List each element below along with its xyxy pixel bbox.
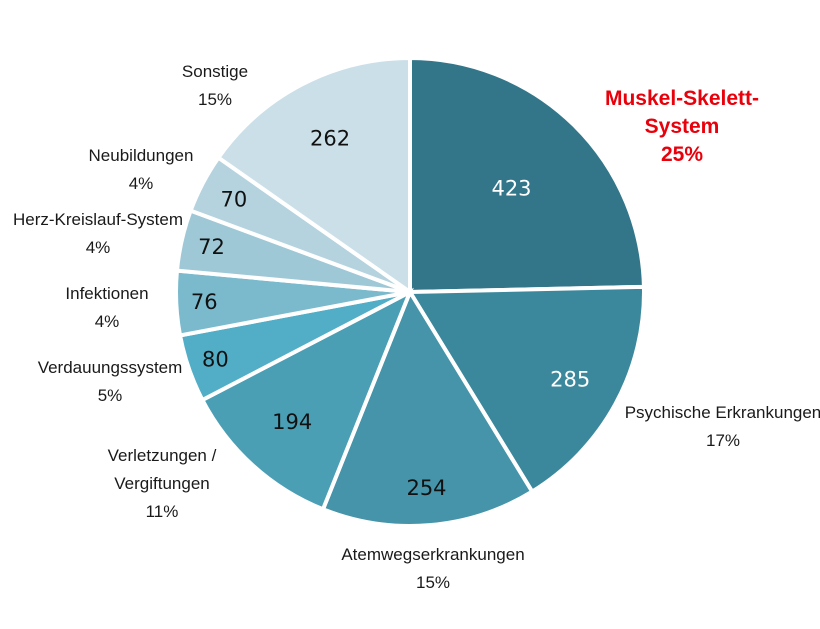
- slice-value-label: 285: [550, 368, 590, 392]
- slice-category-label: Infektionen: [65, 284, 148, 303]
- pie-slice-9: [215, 55, 412, 296]
- slice-category-label: Verletzungen /: [108, 446, 217, 465]
- pie-slice-3: [320, 287, 535, 528]
- slice-value-label: 194: [272, 410, 312, 434]
- slice-value-label: 70: [221, 188, 248, 212]
- slice-percent-label: 4%: [86, 238, 111, 257]
- slice-category-label: Herz-Kreislauf-System: [13, 210, 183, 229]
- slice-category-label: Psychische Erkrankungen: [625, 403, 820, 422]
- pie-slice-1: [408, 55, 646, 295]
- slice-percent-label: 17%: [706, 431, 740, 450]
- slice-value-label: 254: [406, 476, 446, 500]
- slice-value-label: 262: [310, 126, 350, 150]
- pie-slice-4: [199, 287, 414, 512]
- slice-category-label: Sonstige: [182, 62, 248, 81]
- slice-percent-label: 25%: [661, 143, 703, 166]
- slice-percent-label: 11%: [146, 502, 179, 521]
- slice-percent-label: 4%: [95, 312, 120, 331]
- slice-percent-label: 15%: [198, 90, 232, 109]
- pie-slice-2: [406, 284, 646, 495]
- slice-category-label: Neubildungen: [89, 146, 194, 165]
- slice-value-label: 76: [191, 290, 218, 314]
- slice-category-label: System: [645, 115, 720, 138]
- slice-value-label: 423: [491, 176, 531, 200]
- slice-category-label: Atemwegserkrankungen: [341, 545, 524, 564]
- slice-percent-label: 4%: [129, 174, 154, 193]
- slice-value-label: 80: [202, 347, 229, 371]
- slice-percent-label: 15%: [416, 573, 450, 592]
- slice-value-label: 72: [198, 235, 225, 259]
- slice-category-label: Vergiftungen: [114, 474, 209, 493]
- slice-category-label: Verdauungssystem: [38, 358, 183, 377]
- slice-category-label: Muskel-Skelett-: [605, 87, 759, 110]
- slice-percent-label: 5%: [98, 386, 123, 405]
